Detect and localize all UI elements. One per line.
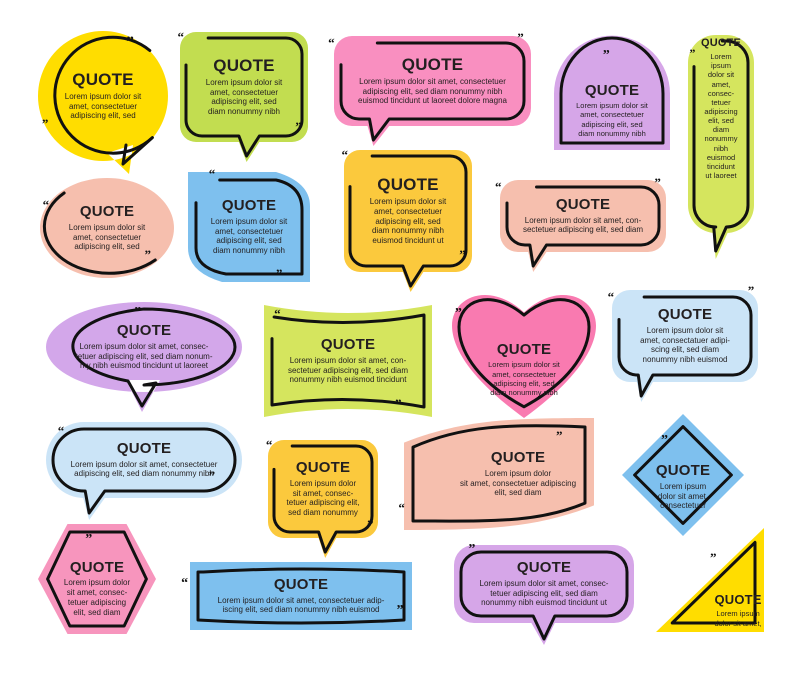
bubble-ellipse-peach-open-quote-icon: “	[42, 197, 49, 212]
bubble-wave-peach[interactable]: QUOTE Lorem ipsum dolor sit amet, consecte…	[398, 418, 594, 530]
bubble-triangle-yellow[interactable]: QUOTE Lorem ipsum dolor sit amet,”	[656, 528, 764, 632]
bubble-cloud-lightblue-open-quote-icon: “	[607, 289, 614, 304]
bubble-banner-blue-close-quote-icon: ”	[396, 603, 403, 619]
bubble-ellipse-peach-close-quote-icon: ”	[144, 247, 151, 262]
bubble-circle-yellow-quote-icon: ”	[126, 34, 133, 51]
bubble-leafcorner-blue-open-quote-icon: “	[208, 165, 215, 181]
bubble-banner-blue-shape	[190, 562, 412, 630]
bubble-heart-pink-quote-icon: ”	[454, 306, 462, 322]
bubble-pill-lightblue-open-quote-icon: “	[57, 422, 64, 438]
bubble-wave-peach-close-quote-icon: ”	[556, 428, 562, 444]
bubble-square-gold-small[interactable]: QUOTE Lorem ipsum dolor sit amet, consec-t…	[265, 437, 378, 558]
bubble-square-green[interactable]: QUOTE Lorem ipsum dolor sit amet, consecte…	[177, 28, 308, 162]
bubble-ellipse-purple-quote-icon: ”	[134, 304, 141, 320]
bubble-pill-lightblue-shape	[46, 422, 242, 520]
bubble-ellipse-peach-shape	[39, 178, 174, 278]
bubble-banner-green-shape	[264, 305, 432, 417]
bubble-circle-yellow-shape	[37, 31, 168, 174]
bubble-cloud-lightblue-shape	[612, 290, 758, 402]
bubble-square-green-shape	[180, 32, 308, 162]
bubble-banner-green-close-quote-icon: ”	[395, 395, 401, 411]
bubble-rounded-pink[interactable]: QUOTE Lorem ipsum dolor sit amet, consect…	[328, 31, 531, 146]
bubble-wide-peach-open-quote-icon: “	[495, 179, 501, 194]
bubble-wide-peach-close-quote-icon: ”	[654, 174, 660, 190]
bubble-rounded-purple[interactable]: QUOTE Lorem ipsum dolor sit amet, consec-…	[454, 542, 634, 645]
bubble-square-gold-small-close-quote-icon: ”	[367, 517, 373, 533]
bubble-circle-yellow-close-quote-icon: ”	[41, 116, 48, 132]
bubble-rounded-pink-shape	[334, 36, 531, 146]
bubble-hexagon-pink[interactable]: QUOTE Lorem ipsum dolor sit amet, consec-t…	[38, 524, 156, 634]
bubble-square-green-close-quote-icon: ”	[295, 119, 301, 134]
bubble-triangle-yellow-quote-icon: ”	[710, 549, 716, 565]
bubble-dome-purple-shape	[554, 35, 670, 150]
bubble-hexagon-pink-quote-icon: ”	[85, 531, 92, 547]
bubble-diamond-blue-shape	[622, 414, 744, 536]
bubble-ellipse-peach[interactable]: QUOTE Lorem ipsum dolor sit amet, consecte…	[39, 178, 174, 278]
bubble-square-gold[interactable]: QUOTE Lorem ipsum dolor sit amet, consecte…	[341, 146, 472, 292]
bubble-heart-pink-shape	[452, 294, 596, 418]
bubble-triangle-yellow-shape	[656, 528, 764, 632]
bubble-rounded-purple-quote-icon: ”	[468, 542, 475, 558]
bubble-hexagon-pink-shape	[38, 524, 156, 634]
bubble-rounded-purple-shape	[454, 545, 634, 645]
bubble-dome-purple-quote-icon: ”	[602, 48, 610, 64]
bubble-square-gold-open-quote-icon: “	[341, 146, 347, 162]
bubble-leafcorner-blue-close-quote-icon: ”	[275, 265, 282, 281]
bubble-dome-purple[interactable]: QUOTE Lorem ipsum dolor sit amet, consecte…	[554, 35, 670, 150]
bubble-ellipse-purple[interactable]: QUOTE Lorem ipsum dolor sit amet, consec-…	[45, 302, 242, 412]
bubble-wave-peach-open-quote-icon: “	[398, 499, 404, 515]
bubble-leafcorner-blue-shape	[188, 172, 310, 282]
bubble-pill-lightblue-close-quote-icon: ”	[208, 468, 215, 484]
bubble-square-gold-small-open-quote-icon: “	[265, 437, 272, 453]
bubble-square-gold-close-quote-icon: ”	[459, 246, 465, 262]
bubble-wave-peach-shape	[404, 418, 594, 530]
bubble-ellipse-purple-shape	[45, 302, 242, 412]
bubble-banner-blue[interactable]: QUOTE Lorem ipsum dolor sit amet, consect…	[181, 562, 412, 630]
bubble-rounded-pink-close-quote-icon: ”	[517, 29, 523, 45]
bubble-cloud-lightblue[interactable]: QUOTE Lorem ipsum dolor sit amet, consecta…	[608, 284, 758, 402]
bubble-square-green-open-quote-icon: “	[177, 28, 183, 44]
bubble-tall-green-quote-icon: ”	[689, 45, 695, 60]
bubble-leafcorner-blue[interactable]: QUOTE Lorem ipsum dolor sit amet, consecte…	[188, 167, 310, 282]
bubble-square-gold-shape	[344, 150, 472, 292]
bubble-tall-green-shape	[688, 35, 754, 259]
bubble-cloud-lightblue-close-quote-icon: ”	[747, 283, 754, 299]
bubble-pill-lightblue[interactable]: QUOTE Lorem ipsum dolor sit amet, consect…	[46, 422, 242, 520]
bubble-diamond-blue-quote-icon: ”	[661, 432, 668, 448]
bubble-square-gold-small-shape	[268, 440, 378, 558]
bubble-wide-peach-shape	[500, 180, 666, 272]
bubble-banner-blue-open-quote-icon: “	[181, 575, 188, 591]
bubble-banner-green-open-quote-icon: “	[274, 306, 280, 322]
bubble-circle-yellow[interactable]: QUOTE Lorem ipsum dolor sit amet, consecte…	[37, 30, 168, 174]
bubble-rounded-pink-open-quote-icon: “	[328, 35, 334, 50]
bubble-wide-peach[interactable]: QUOTE Lorem ipsum dolor sit amet, con-sec…	[495, 176, 666, 272]
